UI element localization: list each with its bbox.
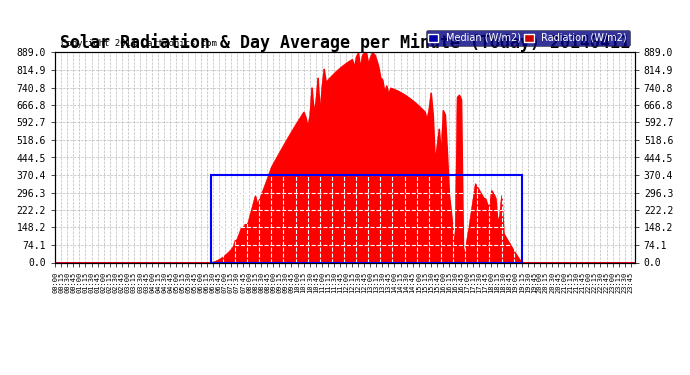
Legend: Median (W/m2), Radiation (W/m2): Median (W/m2), Radiation (W/m2) bbox=[426, 30, 630, 46]
Title: Solar Radiation & Day Average per Minute (Today) 20140411: Solar Radiation & Day Average per Minute… bbox=[60, 33, 630, 53]
Text: Copyright 2014 Cartronics.com: Copyright 2014 Cartronics.com bbox=[61, 39, 217, 48]
Bar bbox=[210, 175, 522, 262]
